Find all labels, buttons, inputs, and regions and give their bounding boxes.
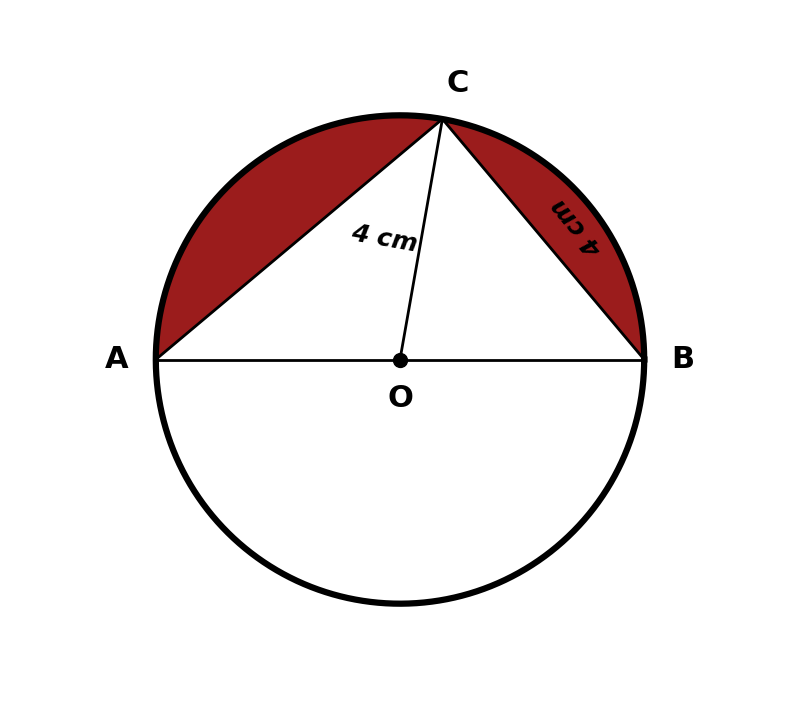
Text: 4 cm: 4 cm	[350, 221, 420, 257]
Text: B: B	[672, 345, 694, 374]
Polygon shape	[442, 119, 644, 360]
Text: 4 cm: 4 cm	[546, 193, 607, 260]
Text: C: C	[446, 68, 469, 98]
Polygon shape	[156, 115, 442, 360]
Text: O: O	[387, 384, 413, 413]
Text: A: A	[105, 345, 128, 374]
